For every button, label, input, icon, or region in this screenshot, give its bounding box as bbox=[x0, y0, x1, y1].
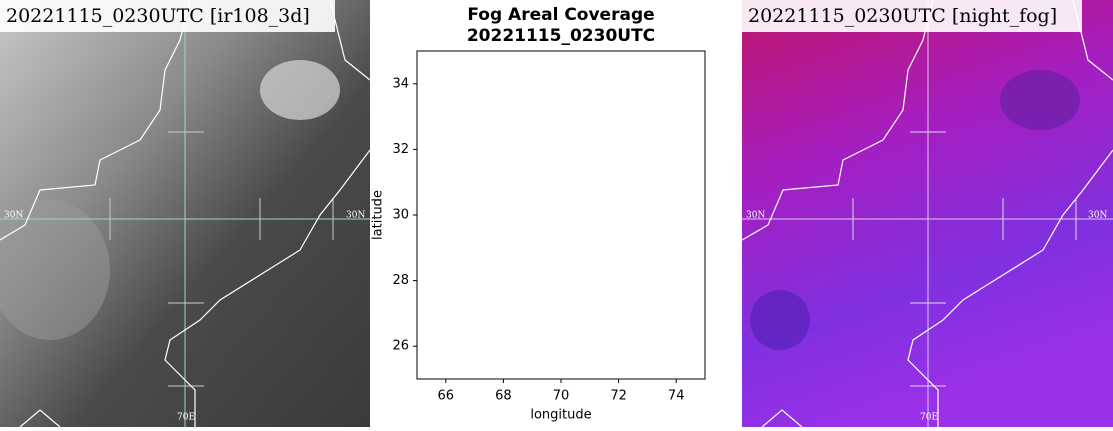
chart-subtitle: 20221115_0230UTC bbox=[467, 26, 655, 46]
lat-label: 30N bbox=[746, 211, 765, 221]
y-tick-label: 30 bbox=[392, 208, 409, 223]
y-tick-label: 26 bbox=[392, 339, 409, 354]
night-fog-image: 20221115_0230UTC [night_fog] 30N 30N 70E bbox=[741, 0, 1113, 428]
x-axis-label: longitude bbox=[530, 408, 591, 423]
image-label: 20221115_0230UTC [ir108_3d] bbox=[6, 5, 310, 27]
chart-title: Fog Areal Coverage bbox=[467, 5, 654, 25]
lat-label: 30N bbox=[4, 211, 23, 221]
lat-label: 30N bbox=[1088, 211, 1107, 221]
y-axis-label: latitude bbox=[371, 190, 386, 240]
image-label: 20221115_0230UTC [night_fog] bbox=[748, 5, 1057, 27]
lon-label: 70E bbox=[177, 413, 195, 423]
chart: Fog Areal Coverage 20221115_0230UTC long… bbox=[371, 5, 706, 423]
x-tick-label: 72 bbox=[610, 389, 627, 404]
x-tick-label: 74 bbox=[668, 389, 685, 404]
y-tick-label: 28 bbox=[392, 273, 409, 288]
plot-area bbox=[416, 50, 706, 380]
lat-label: 30N bbox=[346, 211, 365, 221]
y-tick-label: 34 bbox=[392, 76, 409, 91]
lon-label: 70E bbox=[920, 413, 938, 423]
x-tick-label: 70 bbox=[553, 389, 570, 404]
x-tick-label: 66 bbox=[438, 389, 455, 404]
x-tick-label: 68 bbox=[495, 389, 512, 404]
y-tick-label: 32 bbox=[392, 142, 409, 157]
ir108-image: 20221115_0230UTC [ir108_3d] 30N 30N 70E bbox=[0, 0, 371, 428]
